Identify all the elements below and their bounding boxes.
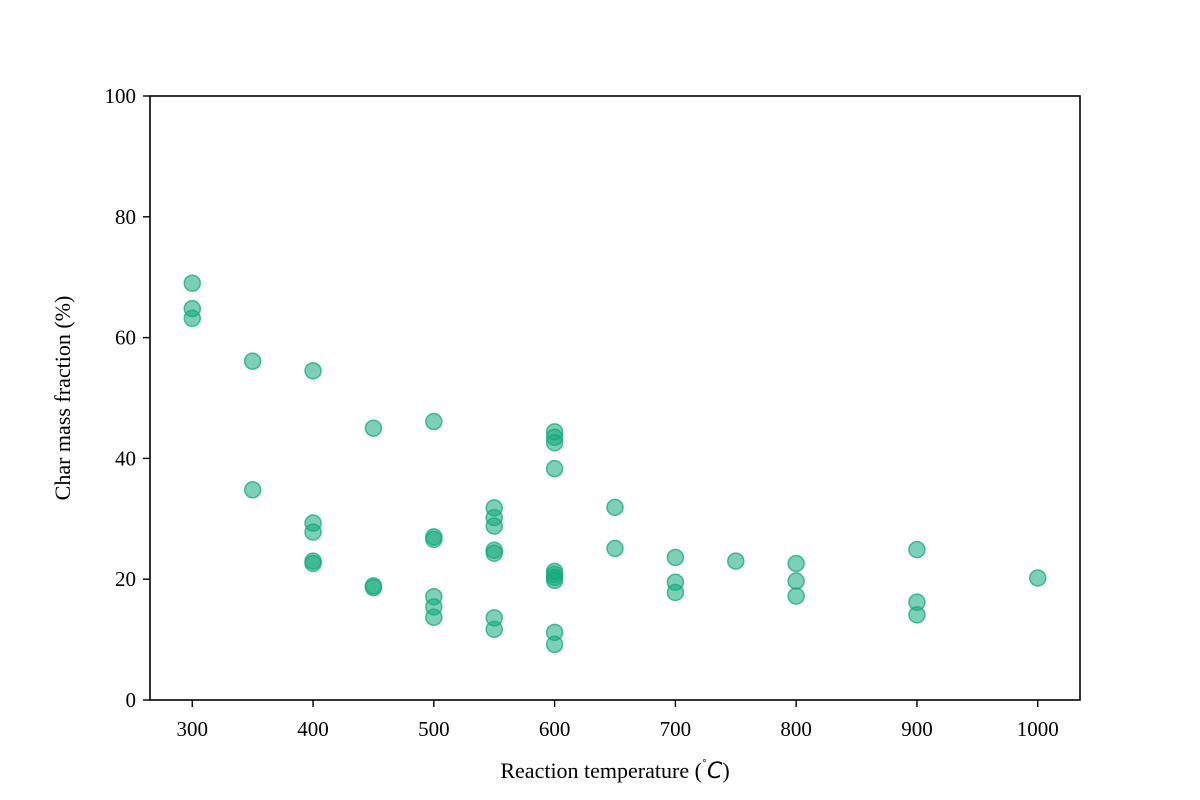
data-point (425, 608, 443, 627)
y-axis-label: Char mass fraction (%) (50, 296, 75, 501)
data-point (243, 352, 262, 370)
data-point (485, 517, 503, 535)
data-point (183, 274, 202, 292)
y-tick-label: 80 (115, 205, 136, 229)
data-point (545, 459, 564, 478)
data-point (545, 635, 564, 654)
data-point (183, 309, 202, 328)
x-axis-ticks: 300 400 500 600 700 800 900 1000 (177, 700, 1059, 741)
data-points (183, 274, 1047, 654)
y-tick-label: 20 (115, 567, 136, 591)
x-tick-label: 700 (660, 717, 692, 741)
data-point (485, 620, 503, 639)
data-point (304, 554, 322, 573)
y-tick-label: 40 (115, 446, 136, 470)
data-point (908, 540, 926, 559)
data-point (908, 606, 926, 624)
data-point (364, 578, 383, 597)
x-tick-label: 600 (539, 717, 571, 741)
data-point (545, 433, 564, 452)
x-tick-label: 500 (418, 717, 450, 741)
data-point (485, 544, 503, 562)
data-point (787, 587, 805, 605)
x-tick-label: 800 (780, 717, 812, 741)
x-tick-label: 400 (297, 717, 329, 741)
data-point (666, 548, 685, 567)
data-point (545, 571, 564, 590)
data-point (425, 530, 443, 549)
data-point (787, 572, 805, 590)
y-tick-label: 0 (126, 688, 137, 712)
plot-frame (149, 95, 1081, 701)
data-point (606, 539, 624, 558)
data-point (304, 362, 322, 380)
x-tick-label: 1000 (1017, 717, 1059, 741)
y-tick-label: 100 (105, 84, 137, 108)
data-point (606, 498, 624, 517)
x-tick-label: 900 (901, 717, 933, 741)
y-axis-ticks: 0 20 40 60 80 100 (105, 84, 150, 712)
y-tick-label: 60 (115, 326, 136, 350)
x-axis-label: Reaction temperature (˚C) (500, 758, 729, 784)
data-point (1028, 569, 1047, 587)
data-point (727, 552, 745, 570)
data-point (787, 554, 805, 573)
data-point (364, 419, 383, 437)
data-point (666, 583, 685, 602)
data-point (425, 412, 443, 431)
x-tick-label: 300 (177, 717, 209, 741)
data-point (304, 523, 322, 541)
data-point (243, 481, 262, 499)
